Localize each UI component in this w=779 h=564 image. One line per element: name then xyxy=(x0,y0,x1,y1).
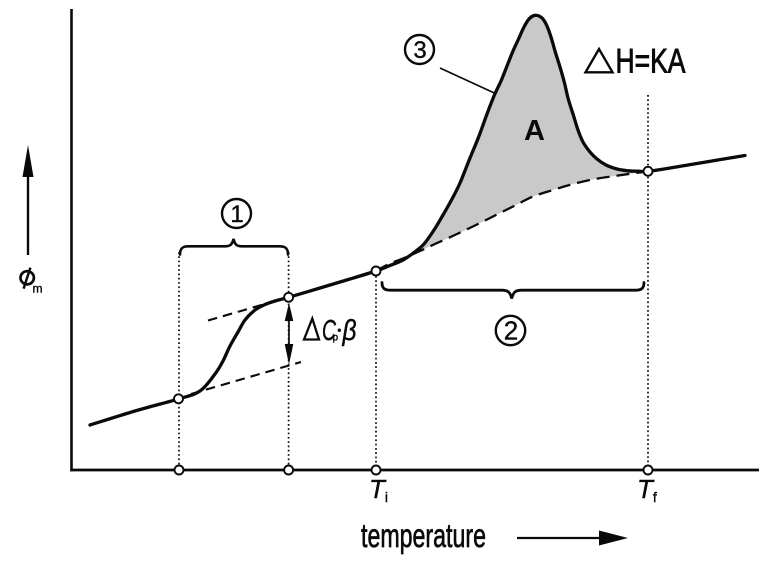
svg-text:A: A xyxy=(524,115,545,147)
svg-text:temperature: temperature xyxy=(361,517,486,554)
svg-text:2: 2 xyxy=(504,316,518,346)
svg-text:m: m xyxy=(33,282,43,296)
svg-text:p: p xyxy=(333,333,339,344)
svg-text:β: β xyxy=(342,315,357,347)
svg-text:3: 3 xyxy=(413,37,426,64)
svg-text:C: C xyxy=(322,315,337,347)
svg-text:Tf: Tf xyxy=(637,474,657,505)
svg-text:Ti: Ti xyxy=(369,474,388,505)
svg-text:H=KA: H=KA xyxy=(616,43,686,81)
svg-text:1: 1 xyxy=(230,201,243,228)
